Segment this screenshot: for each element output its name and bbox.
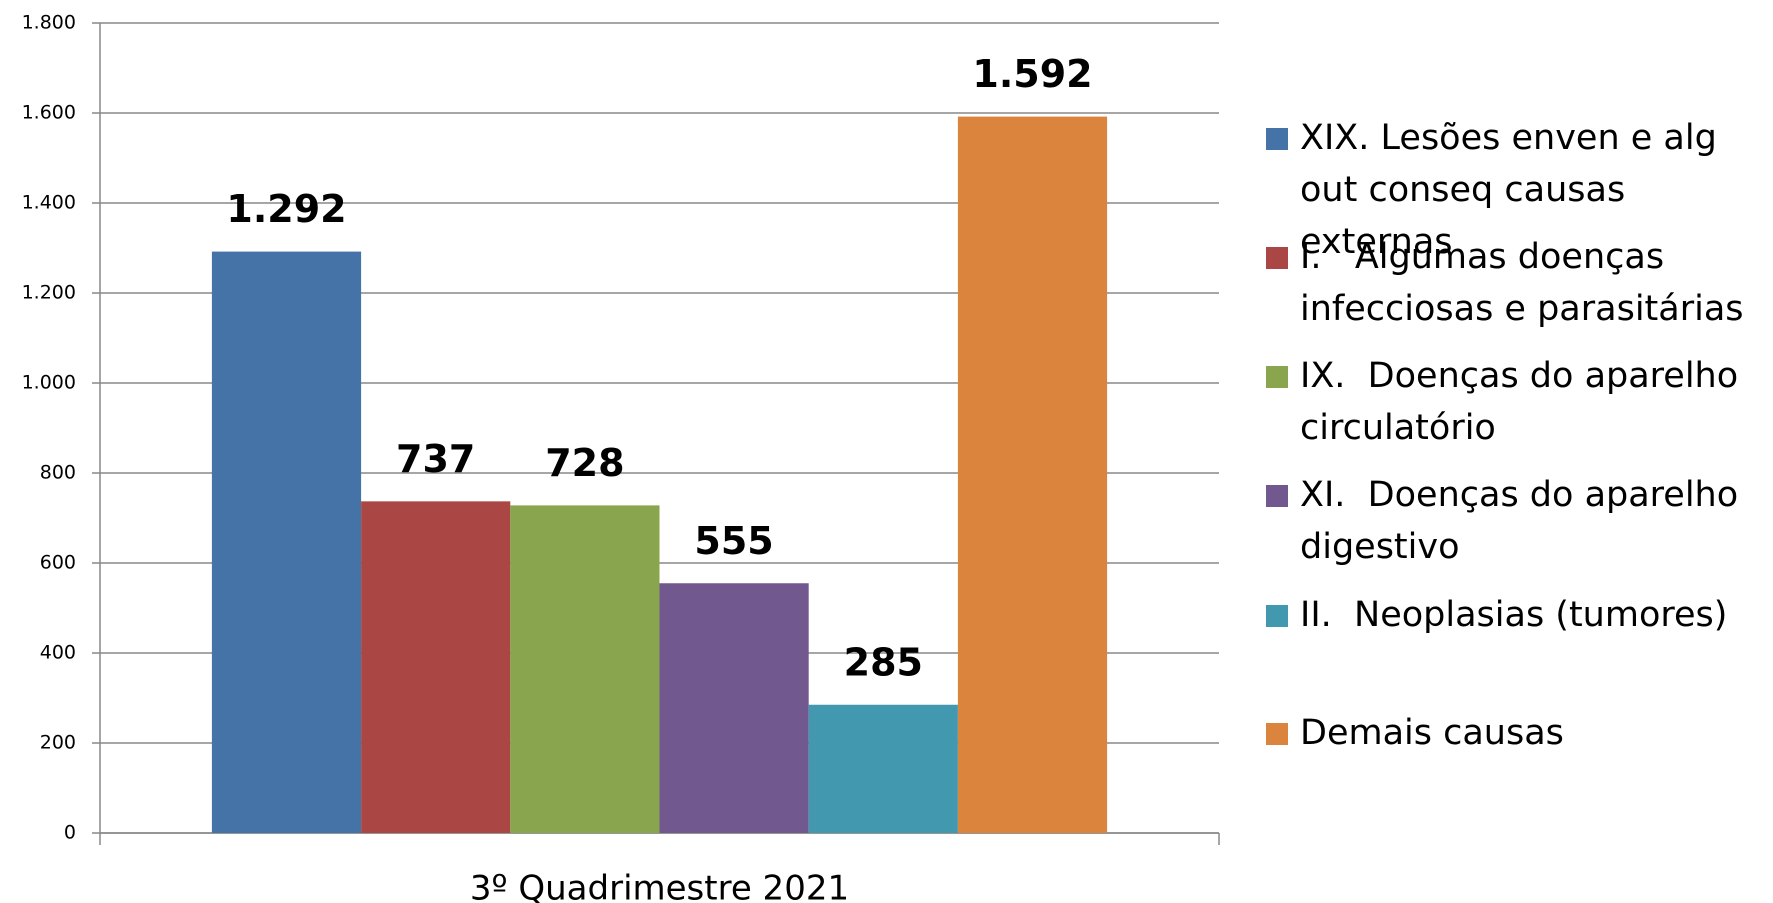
data-label: 1.592: [972, 52, 1092, 96]
legend-item: IX. Doenças do aparelho circulatório: [1266, 350, 1766, 454]
legend-swatch: [1266, 723, 1288, 745]
bar: [659, 583, 809, 833]
legend-item: I. Algumas doenças infecciosas e parasit…: [1266, 231, 1766, 335]
legend-label: IX. Doenças do aparelho circulatório: [1300, 356, 1750, 448]
legend-item: XI. Doenças do aparelho digestivo: [1266, 469, 1766, 573]
data-label: 737: [396, 437, 475, 481]
y-tick-label: 1.200: [22, 282, 76, 304]
x-tick-label: 3º Quadrimestre 2021: [470, 869, 849, 903]
data-label: 555: [694, 519, 773, 563]
y-tick-label: 1.600: [22, 102, 76, 124]
y-tick-label: 1.800: [22, 12, 76, 34]
legend-swatch: [1266, 366, 1288, 388]
legend-swatch: [1266, 128, 1288, 150]
y-tick-label: 400: [40, 642, 76, 664]
legend-item: Demais causas: [1266, 707, 1766, 759]
y-tick-label: 600: [40, 552, 76, 574]
bar: [211, 251, 362, 834]
y-tick-label: 800: [40, 462, 76, 484]
data-label: 728: [545, 441, 624, 485]
legend-label: XIX. Lesões enven e alg out conseq causa…: [1300, 118, 1728, 262]
legend-item: XIX. Lesões enven e alg out conseq causa…: [1266, 112, 1766, 268]
legend-swatch: [1266, 485, 1288, 507]
y-tick-label: 0: [64, 822, 76, 844]
legend-label: I. Algumas doenças infecciosas e parasit…: [1300, 237, 1744, 329]
y-tick-label: 200: [40, 732, 76, 754]
y-tick-label: 1.000: [22, 372, 76, 394]
data-label: 1.292: [226, 187, 346, 231]
legend-label: II. Neoplasias (tumores): [1300, 595, 1728, 635]
y-tick-label: 1.400: [22, 192, 76, 214]
legend-label: Demais causas: [1300, 713, 1564, 753]
legend-label: XI. Doenças do aparelho digestivo: [1300, 475, 1750, 567]
legend-item: II. Neoplasias (tumores): [1266, 589, 1766, 641]
bar: [957, 116, 1108, 834]
legend-swatch: [1266, 247, 1288, 269]
bar: [361, 501, 511, 833]
bar: [808, 704, 958, 833]
bar: [510, 505, 660, 833]
data-label: 285: [844, 640, 923, 684]
legend-swatch: [1266, 605, 1288, 627]
